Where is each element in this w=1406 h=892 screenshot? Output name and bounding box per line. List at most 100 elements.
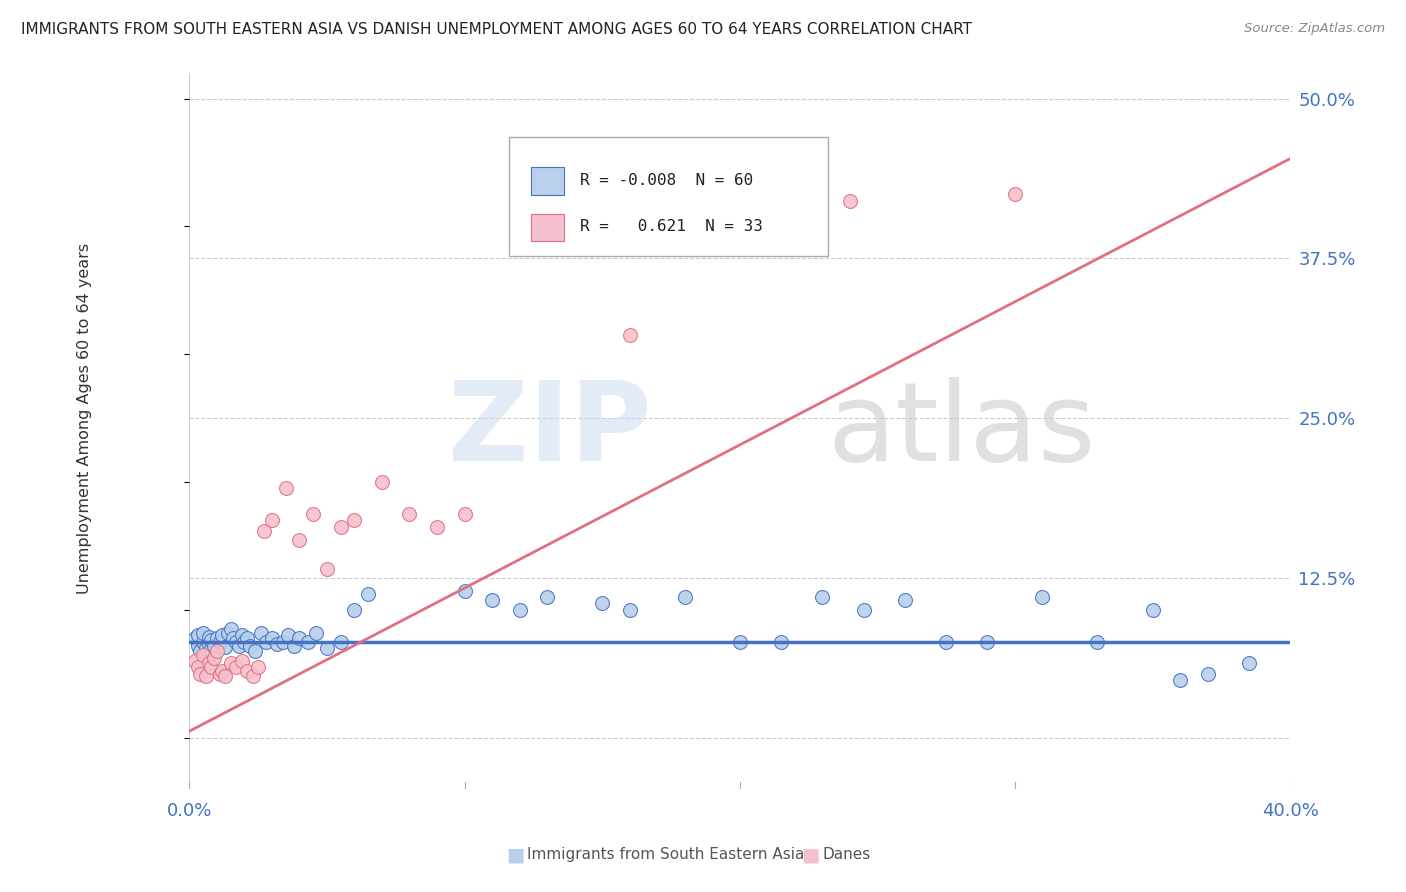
Point (236, 664, 259, 678)
FancyBboxPatch shape (530, 214, 564, 241)
Point (247, 660, 270, 674)
Point (536, 590, 558, 604)
Point (228, 639, 250, 653)
Point (239, 639, 262, 653)
Point (260, 631, 283, 645)
Point (188, 666, 211, 681)
Point (426, 520, 449, 534)
Point (288, 533, 311, 547)
Point (509, 603, 531, 617)
Point (277, 628, 299, 642)
Text: ■: ■ (801, 845, 820, 864)
Point (357, 587, 380, 601)
Text: Unemployment Among Ages 60 to 64 years: Unemployment Among Ages 60 to 64 years (77, 243, 93, 594)
Point (260, 513, 283, 527)
Point (242, 669, 264, 683)
Point (231, 628, 253, 642)
Point (315, 562, 337, 576)
Point (184, 654, 207, 668)
FancyBboxPatch shape (530, 168, 564, 194)
Point (453, 583, 475, 598)
Point (187, 628, 209, 642)
Point (194, 641, 217, 656)
Point (197, 637, 219, 651)
Text: ■: ■ (506, 845, 524, 864)
Text: 40.0%: 40.0% (1261, 802, 1319, 820)
Point (214, 669, 236, 683)
Point (225, 634, 247, 648)
Point (1142, 603, 1164, 617)
Point (728, 634, 751, 648)
Point (188, 643, 211, 657)
Point (197, 657, 219, 671)
Point (371, 475, 394, 489)
Point (266, 637, 288, 651)
Point (976, 634, 998, 648)
Point (200, 633, 222, 648)
Point (1087, 634, 1109, 648)
Text: IMMIGRANTS FROM SOUTH EASTERN ASIA VS DANISH UNEMPLOYMENT AMONG AGES 60 TO 64 YE: IMMIGRANTS FROM SOUTH EASTERN ASIA VS DA… (21, 22, 972, 37)
Point (222, 631, 245, 645)
Point (274, 482, 297, 496)
Point (1031, 590, 1053, 604)
Point (200, 642, 222, 657)
Text: atlas: atlas (828, 377, 1097, 484)
Point (271, 634, 294, 648)
Point (329, 520, 352, 534)
Point (619, 603, 641, 617)
Point (205, 643, 228, 657)
Point (197, 630, 219, 644)
Point (302, 507, 325, 521)
Point (1168, 673, 1191, 687)
Point (315, 641, 337, 656)
Point (329, 634, 352, 648)
Point (214, 640, 236, 654)
Point (202, 651, 225, 665)
Point (236, 631, 259, 645)
Point (191, 634, 214, 648)
Point (191, 625, 214, 640)
Point (481, 592, 503, 607)
Point (1197, 666, 1219, 681)
Point (219, 622, 242, 636)
Point (194, 669, 217, 683)
Point (591, 596, 613, 610)
Point (252, 524, 274, 538)
FancyBboxPatch shape (509, 137, 828, 255)
Point (838, 194, 860, 208)
Point (288, 631, 311, 645)
Point (250, 625, 273, 640)
Text: Immigrants from South Eastern Asia: Immigrants from South Eastern Asia (527, 847, 804, 862)
Point (1237, 657, 1260, 671)
Point (811, 590, 834, 604)
Text: Source: ZipAtlas.com: Source: ZipAtlas.com (1244, 22, 1385, 36)
Text: 0.0%: 0.0% (166, 802, 212, 820)
Point (769, 634, 792, 648)
Point (343, 513, 366, 527)
Point (283, 639, 305, 653)
Point (254, 634, 277, 648)
Point (852, 603, 875, 617)
Point (217, 625, 239, 640)
Text: Danes: Danes (823, 847, 870, 862)
Point (205, 631, 228, 645)
Point (219, 657, 242, 671)
Point (231, 654, 253, 668)
Point (211, 628, 233, 642)
Point (187, 660, 209, 674)
Text: R =   0.621  N = 33: R = 0.621 N = 33 (581, 219, 763, 235)
Point (202, 639, 225, 653)
Point (297, 634, 319, 648)
Point (200, 660, 222, 674)
Point (398, 507, 420, 521)
Point (208, 666, 231, 681)
Point (225, 660, 247, 674)
Point (935, 634, 957, 648)
Point (211, 664, 233, 678)
Text: R = -0.008  N = 60: R = -0.008 N = 60 (581, 173, 754, 188)
Point (233, 634, 256, 648)
Point (343, 603, 366, 617)
Point (184, 631, 207, 645)
Point (245, 643, 267, 657)
Point (208, 634, 231, 648)
